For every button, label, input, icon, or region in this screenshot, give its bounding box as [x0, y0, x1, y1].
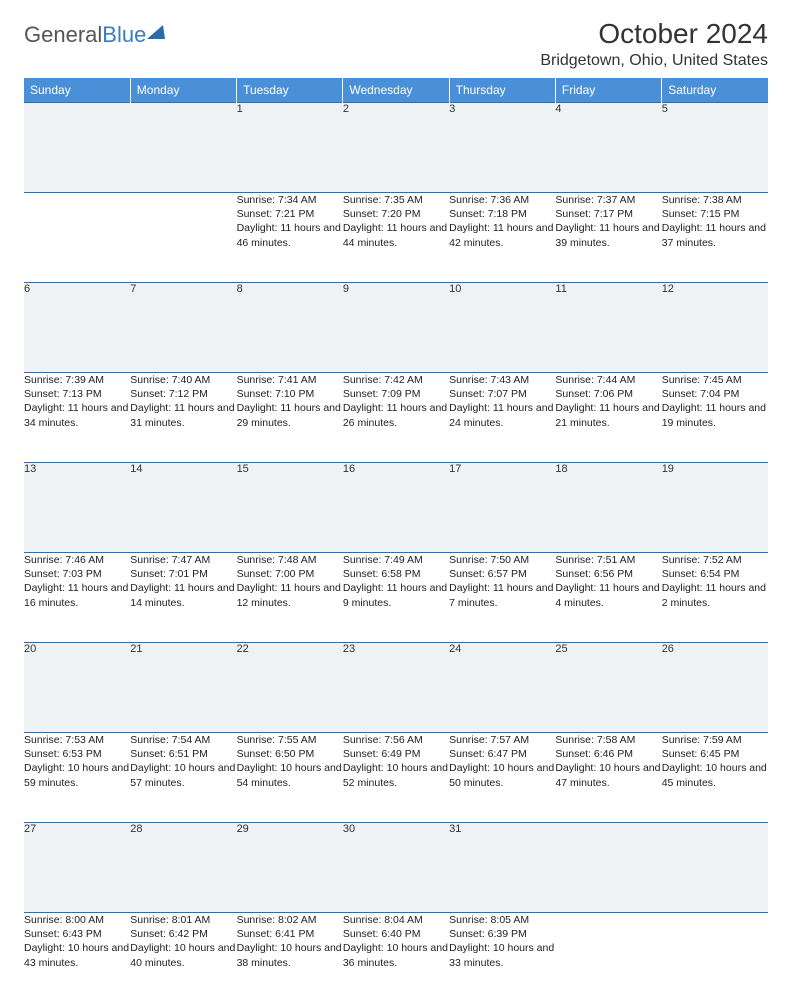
- day-content-cell: Sunrise: 7:58 AMSunset: 6:46 PMDaylight:…: [555, 733, 661, 823]
- day-header: Monday: [130, 78, 236, 103]
- day-number-cell: 16: [343, 463, 449, 553]
- day-header: Sunday: [24, 78, 130, 103]
- day-number-cell: 25: [555, 643, 661, 733]
- day-content-cell: Sunrise: 7:54 AMSunset: 6:51 PMDaylight:…: [130, 733, 236, 823]
- day-content-cell: Sunrise: 7:50 AMSunset: 6:57 PMDaylight:…: [449, 553, 555, 643]
- day-number-cell: 19: [662, 463, 768, 553]
- day-number-cell: 17: [449, 463, 555, 553]
- day-content-cell: Sunrise: 7:37 AMSunset: 7:17 PMDaylight:…: [555, 193, 661, 283]
- week-content-row: Sunrise: 7:39 AMSunset: 7:13 PMDaylight:…: [24, 373, 768, 463]
- day-content-cell: [24, 193, 130, 283]
- day-content-cell: Sunrise: 7:51 AMSunset: 6:56 PMDaylight:…: [555, 553, 661, 643]
- day-number-cell: 26: [662, 643, 768, 733]
- day-content-cell: Sunrise: 7:45 AMSunset: 7:04 PMDaylight:…: [662, 373, 768, 463]
- day-content-cell: Sunrise: 7:36 AMSunset: 7:18 PMDaylight:…: [449, 193, 555, 283]
- month-title: October 2024: [540, 18, 768, 50]
- day-content-cell: Sunrise: 7:43 AMSunset: 7:07 PMDaylight:…: [449, 373, 555, 463]
- week-content-row: Sunrise: 7:34 AMSunset: 7:21 PMDaylight:…: [24, 193, 768, 283]
- day-number-cell: 1: [237, 103, 343, 193]
- day-header: Friday: [555, 78, 661, 103]
- day-number-cell: 8: [237, 283, 343, 373]
- day-number-cell: 23: [343, 643, 449, 733]
- day-number-cell: 10: [449, 283, 555, 373]
- day-content-cell: Sunrise: 7:44 AMSunset: 7:06 PMDaylight:…: [555, 373, 661, 463]
- day-content-cell: Sunrise: 7:35 AMSunset: 7:20 PMDaylight:…: [343, 193, 449, 283]
- day-number-cell: 12: [662, 283, 768, 373]
- day-number-cell: 24: [449, 643, 555, 733]
- calendar-header-row: SundayMondayTuesdayWednesdayThursdayFrid…: [24, 78, 768, 103]
- day-header: Tuesday: [237, 78, 343, 103]
- calendar-table: SundayMondayTuesdayWednesdayThursdayFrid…: [24, 78, 768, 1003]
- day-content-cell: Sunrise: 7:52 AMSunset: 6:54 PMDaylight:…: [662, 553, 768, 643]
- day-content-cell: [555, 913, 661, 1003]
- day-content-cell: Sunrise: 8:02 AMSunset: 6:41 PMDaylight:…: [237, 913, 343, 1003]
- day-content-cell: [130, 193, 236, 283]
- week-content-row: Sunrise: 7:46 AMSunset: 7:03 PMDaylight:…: [24, 553, 768, 643]
- day-content-cell: Sunrise: 8:05 AMSunset: 6:39 PMDaylight:…: [449, 913, 555, 1003]
- title-block: October 2024 Bridgetown, Ohio, United St…: [540, 18, 768, 70]
- week-daynum-row: 2728293031: [24, 823, 768, 913]
- day-content-cell: Sunrise: 7:34 AMSunset: 7:21 PMDaylight:…: [237, 193, 343, 283]
- day-number-cell: [662, 823, 768, 913]
- day-number-cell: 2: [343, 103, 449, 193]
- day-header: Wednesday: [343, 78, 449, 103]
- week-daynum-row: 20212223242526: [24, 643, 768, 733]
- day-number-cell: 3: [449, 103, 555, 193]
- day-number-cell: 15: [237, 463, 343, 553]
- logo-text: GeneralBlue: [24, 22, 146, 48]
- logo-part1: General: [24, 22, 102, 47]
- week-daynum-row: 13141516171819: [24, 463, 768, 553]
- day-content-cell: Sunrise: 7:38 AMSunset: 7:15 PMDaylight:…: [662, 193, 768, 283]
- day-number-cell: 7: [130, 283, 236, 373]
- day-content-cell: Sunrise: 7:42 AMSunset: 7:09 PMDaylight:…: [343, 373, 449, 463]
- day-content-cell: Sunrise: 7:47 AMSunset: 7:01 PMDaylight:…: [130, 553, 236, 643]
- day-content-cell: Sunrise: 8:04 AMSunset: 6:40 PMDaylight:…: [343, 913, 449, 1003]
- week-daynum-row: 6789101112: [24, 283, 768, 373]
- day-number-cell: 30: [343, 823, 449, 913]
- day-content-cell: Sunrise: 7:40 AMSunset: 7:12 PMDaylight:…: [130, 373, 236, 463]
- day-number-cell: 18: [555, 463, 661, 553]
- day-content-cell: Sunrise: 7:41 AMSunset: 7:10 PMDaylight:…: [237, 373, 343, 463]
- day-content-cell: Sunrise: 7:57 AMSunset: 6:47 PMDaylight:…: [449, 733, 555, 823]
- day-number-cell: 22: [237, 643, 343, 733]
- day-number-cell: 11: [555, 283, 661, 373]
- day-header: Saturday: [662, 78, 768, 103]
- sail-icon: [147, 25, 167, 39]
- day-number-cell: 14: [130, 463, 236, 553]
- day-content-cell: Sunrise: 8:00 AMSunset: 6:43 PMDaylight:…: [24, 913, 130, 1003]
- day-number-cell: 27: [24, 823, 130, 913]
- day-number-cell: 28: [130, 823, 236, 913]
- day-content-cell: Sunrise: 8:01 AMSunset: 6:42 PMDaylight:…: [130, 913, 236, 1003]
- week-content-row: Sunrise: 8:00 AMSunset: 6:43 PMDaylight:…: [24, 913, 768, 1003]
- day-content-cell: Sunrise: 7:55 AMSunset: 6:50 PMDaylight:…: [237, 733, 343, 823]
- day-number-cell: 20: [24, 643, 130, 733]
- day-number-cell: 13: [24, 463, 130, 553]
- day-number-cell: [24, 103, 130, 193]
- day-content-cell: Sunrise: 7:39 AMSunset: 7:13 PMDaylight:…: [24, 373, 130, 463]
- page-header: GeneralBlue October 2024 Bridgetown, Ohi…: [24, 18, 768, 70]
- day-number-cell: 4: [555, 103, 661, 193]
- day-number-cell: 9: [343, 283, 449, 373]
- day-number-cell: 5: [662, 103, 768, 193]
- day-content-cell: Sunrise: 7:56 AMSunset: 6:49 PMDaylight:…: [343, 733, 449, 823]
- location: Bridgetown, Ohio, United States: [540, 52, 768, 70]
- day-content-cell: Sunrise: 7:48 AMSunset: 7:00 PMDaylight:…: [237, 553, 343, 643]
- day-number-cell: 31: [449, 823, 555, 913]
- day-number-cell: 6: [24, 283, 130, 373]
- day-number-cell: [130, 103, 236, 193]
- day-content-cell: Sunrise: 7:53 AMSunset: 6:53 PMDaylight:…: [24, 733, 130, 823]
- day-number-cell: 29: [237, 823, 343, 913]
- day-number-cell: 21: [130, 643, 236, 733]
- logo-part2: Blue: [102, 22, 146, 47]
- day-content-cell: Sunrise: 7:49 AMSunset: 6:58 PMDaylight:…: [343, 553, 449, 643]
- day-number-cell: [555, 823, 661, 913]
- week-daynum-row: 12345: [24, 103, 768, 193]
- day-header: Thursday: [449, 78, 555, 103]
- week-content-row: Sunrise: 7:53 AMSunset: 6:53 PMDaylight:…: [24, 733, 768, 823]
- logo: GeneralBlue: [24, 22, 166, 48]
- day-content-cell: [662, 913, 768, 1003]
- day-content-cell: Sunrise: 7:46 AMSunset: 7:03 PMDaylight:…: [24, 553, 130, 643]
- day-content-cell: Sunrise: 7:59 AMSunset: 6:45 PMDaylight:…: [662, 733, 768, 823]
